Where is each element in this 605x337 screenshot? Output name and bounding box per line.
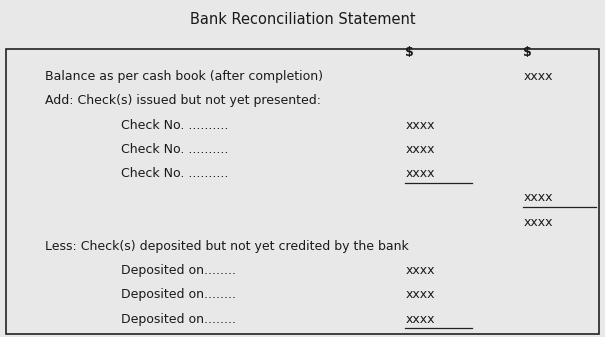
Text: xxxx: xxxx — [405, 167, 435, 180]
Text: xxxx: xxxx — [405, 143, 435, 156]
Text: Less: Check(s) deposited but not yet credited by the bank: Less: Check(s) deposited but not yet cre… — [45, 240, 409, 253]
Text: Add: Check(s) issued but not yet presented:: Add: Check(s) issued but not yet present… — [45, 94, 321, 107]
Text: $: $ — [405, 46, 414, 59]
Text: Bank Reconciliation Statement: Bank Reconciliation Statement — [190, 12, 415, 27]
Text: Deposited on........: Deposited on........ — [121, 264, 236, 277]
Text: xxxx: xxxx — [523, 70, 553, 83]
Text: $: $ — [523, 46, 532, 59]
Text: xxxx: xxxx — [405, 313, 435, 326]
Text: Balance as per cash book (after completion): Balance as per cash book (after completi… — [45, 70, 324, 83]
Text: Deposited on........: Deposited on........ — [121, 313, 236, 326]
Text: Check No. ..........: Check No. .......... — [121, 119, 228, 131]
Text: xxxx: xxxx — [523, 216, 553, 228]
Text: xxxx: xxxx — [405, 264, 435, 277]
Text: xxxx: xxxx — [405, 288, 435, 301]
Text: xxxx: xxxx — [523, 191, 553, 204]
Text: Check No. ..........: Check No. .......... — [121, 143, 228, 156]
Text: Deposited on........: Deposited on........ — [121, 288, 236, 301]
Text: Check No. ..........: Check No. .......... — [121, 167, 228, 180]
Bar — [6, 49, 599, 334]
Text: xxxx: xxxx — [405, 119, 435, 131]
